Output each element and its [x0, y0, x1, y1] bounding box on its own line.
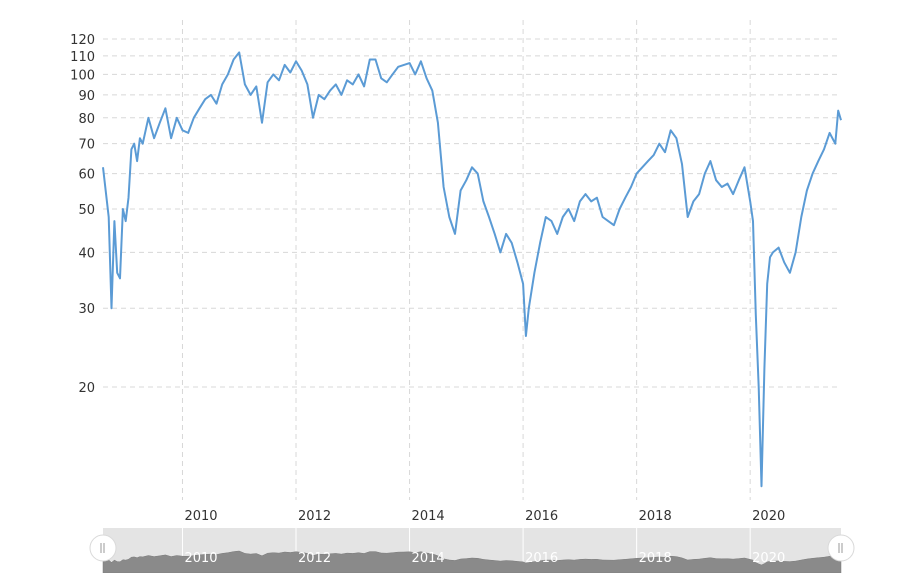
y-tick-label: 40 — [78, 246, 95, 261]
y-tick-label: 120 — [70, 33, 95, 48]
y-tick-label: 100 — [70, 68, 95, 83]
navigator-tick-label: 2018 — [639, 551, 672, 566]
y-tick-label: 90 — [78, 89, 95, 104]
navigator-tick-label: 2016 — [525, 551, 558, 566]
price-line — [102, 51, 842, 488]
navigator-labels: 2010 2012 2014 2016 2018 2020 — [184, 551, 785, 566]
y-tick-label: 50 — [78, 203, 95, 218]
navigator-tick-label: 2012 — [298, 551, 331, 566]
x-axis: 2010 2012 2014 2016 2018 2020 — [184, 509, 785, 524]
x-tick-label: 2016 — [525, 509, 558, 524]
series-layer — [102, 51, 842, 488]
y-tick-label: 80 — [78, 112, 95, 127]
y-tick-label: 20 — [78, 381, 95, 396]
navigator-handle-left[interactable] — [89, 534, 117, 562]
x-tick-label: 2018 — [639, 509, 672, 524]
navigator-tick-label: 2014 — [412, 551, 445, 566]
y-tick-label: 60 — [78, 168, 95, 183]
x-tick-label: 2010 — [184, 509, 217, 524]
navigator-area — [102, 550, 842, 573]
navigator-handle-right[interactable] — [827, 534, 855, 562]
navigator[interactable]: 2010 2012 2014 2016 2018 2020 — [89, 528, 855, 573]
y-tick-label: 70 — [78, 138, 95, 153]
y-axis: 20 30 40 50 60 70 80 90 100 110 120 — [70, 33, 95, 396]
grid — [103, 20, 841, 500]
navigator-tick-label: 2010 — [184, 551, 217, 566]
y-tick-label: 110 — [70, 50, 95, 65]
x-tick-label: 2012 — [298, 509, 331, 524]
x-tick-label: 2020 — [752, 509, 785, 524]
navigator-tick-label: 2020 — [752, 551, 785, 566]
x-tick-label: 2014 — [412, 509, 445, 524]
y-tick-label: 30 — [78, 302, 95, 317]
